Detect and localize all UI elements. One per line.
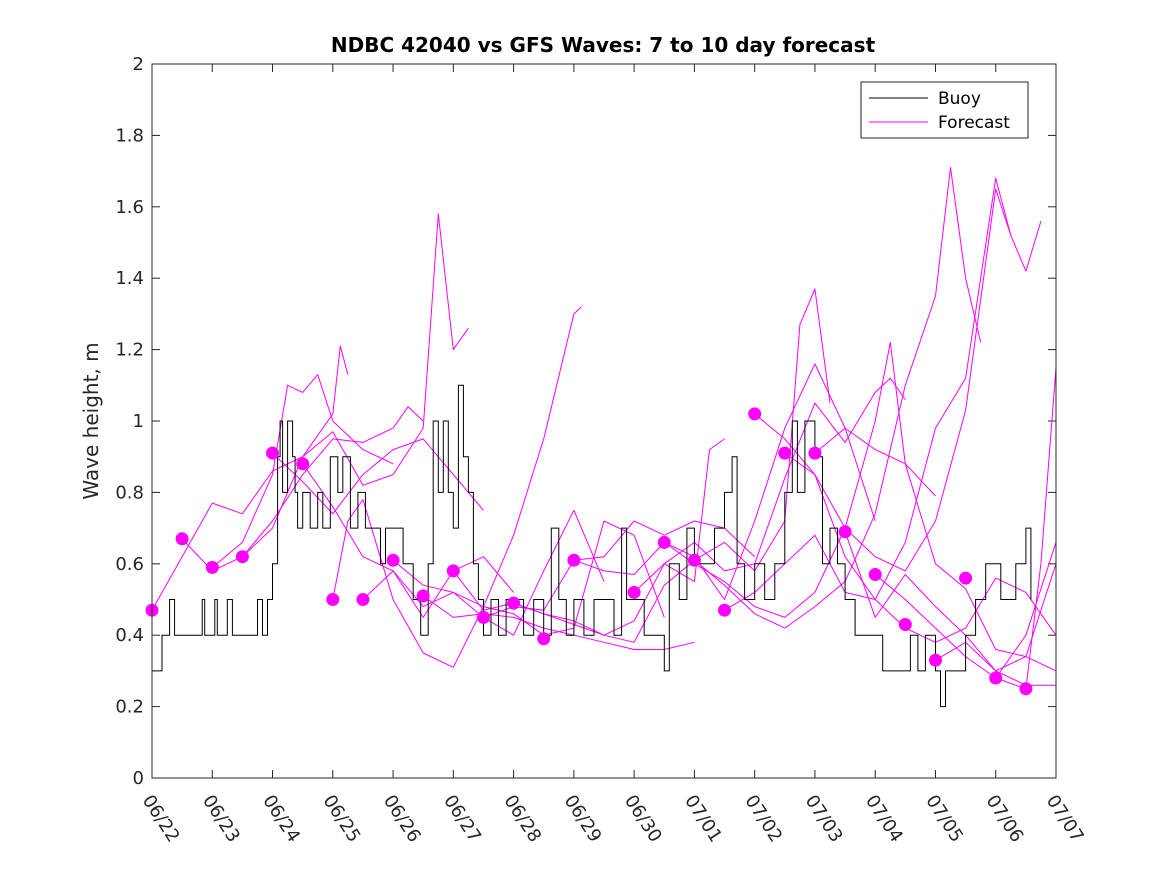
forecast-line (814, 427, 1057, 672)
forecast-marker (296, 457, 310, 471)
forecast-line (573, 363, 876, 600)
forecast-marker (808, 446, 822, 460)
forecast-marker (838, 525, 852, 539)
forecast-line (151, 345, 349, 611)
y-tick-label: 1.6 (115, 197, 144, 218)
plot-frame (151, 63, 1057, 779)
forecast-line (422, 595, 695, 650)
forecast-marker (205, 560, 219, 574)
legend-box (860, 81, 1029, 139)
y-tick-label: 0.6 (115, 554, 144, 575)
forecast-marker (687, 553, 701, 567)
forecast-marker (507, 596, 521, 610)
forecast-marker (898, 618, 912, 631)
forecast-line (664, 342, 936, 618)
forecast-marker (627, 585, 641, 599)
forecast-marker (718, 603, 731, 617)
buoy-series (152, 384, 1032, 708)
forecast-marker (868, 568, 882, 581)
forecast-marker (386, 553, 400, 567)
forecast-marker (778, 446, 792, 460)
legend: Buoy Forecast (860, 81, 1029, 139)
forecast-marker (929, 653, 942, 667)
forecast-marker (266, 446, 279, 460)
forecast-marker (356, 593, 370, 606)
y-tick-label: 1.4 (115, 268, 144, 289)
forecast-line (754, 188, 1012, 572)
y-tick-label: 0 (133, 768, 144, 789)
forecast-line (211, 374, 394, 568)
y-tick-label: 0.4 (115, 625, 144, 646)
forecast-marker (326, 593, 340, 606)
forecast-line (694, 167, 982, 629)
y-tick-label: 0.2 (115, 697, 144, 718)
forecast-marker (477, 610, 490, 624)
y-axis-ticks: 0 0.2 0.4 0.6 0.8 1 1.2 1.4 1.6 1.8 2 (115, 54, 1056, 789)
forecast-marker (959, 571, 973, 585)
forecast-marker (567, 553, 581, 567)
buoy-line (152, 384, 1032, 708)
forecast-line (935, 563, 1057, 672)
forecast-marker (235, 550, 249, 564)
forecast-marker (175, 532, 189, 546)
forecast-markers (145, 407, 1033, 696)
y-tick-label: 1.8 (115, 125, 144, 146)
y-tick-label: 1 (133, 411, 144, 432)
forecast-marker (416, 589, 430, 603)
chart-title: NDBC 42040 vs GFS Waves: 7 to 10 day for… (331, 33, 876, 57)
forecast-marker (989, 671, 1003, 685)
forecast-marker (748, 407, 762, 421)
legend-buoy-label: Buoy (938, 89, 981, 109)
forecast-line (633, 377, 906, 593)
legend-forecast-label: Forecast (938, 113, 1010, 133)
forecast-marker (657, 535, 671, 549)
forecast-line (181, 406, 424, 572)
forecast-line (844, 531, 1056, 686)
forecast-marker (446, 564, 460, 578)
forecast-line (995, 367, 1057, 690)
forecast-marker (1019, 682, 1033, 696)
forecast-line (302, 463, 514, 618)
y-tick-label: 1.2 (115, 340, 144, 361)
y-tick-label: 2 (133, 54, 144, 75)
y-axis-label: Wave height, m (79, 342, 103, 499)
forecast-line (392, 520, 665, 636)
forecast-marker (537, 632, 551, 646)
y-tick-label: 0.8 (115, 482, 144, 503)
forecast-line (784, 452, 1057, 643)
